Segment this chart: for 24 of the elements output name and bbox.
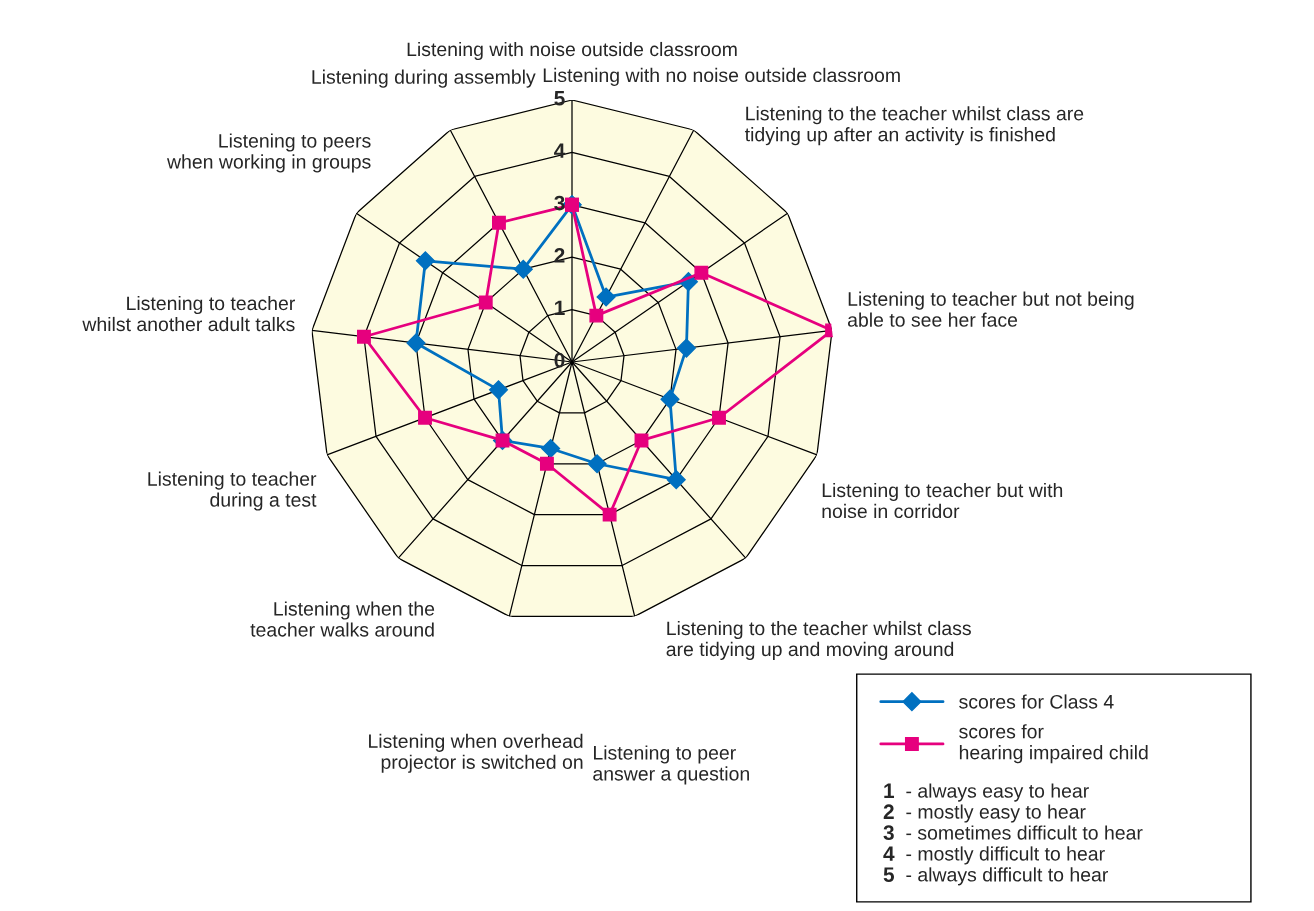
spoke-label: Listening to peers when working in groups xyxy=(166,133,371,173)
spoke-label: Listening with noise outside classroom xyxy=(407,41,737,61)
spoke-label: Listening to teacher but not being able to see her face xyxy=(847,291,1134,327)
legend-label: scores for hearing impaired child xyxy=(959,724,1148,764)
spoke-label: Listening during assembly xyxy=(312,69,536,88)
spoke-label: Listening when the teacher walks around xyxy=(250,601,435,637)
y-tick-label: 5 xyxy=(554,91,565,106)
spoke-label: Listening to teacher during a test xyxy=(148,471,317,511)
legend-label: scores for Class 4 xyxy=(959,694,1114,709)
y-tick-label: 2 xyxy=(554,248,565,263)
text: 3 - sometimes difficult to hear xyxy=(883,825,1143,841)
spoke-label: Listening to teacher whilst another adult talks xyxy=(82,295,295,332)
spoke-label: Listening to the teacher whilst class are tidying up after an activity is finished xyxy=(744,106,1084,146)
text: 2 - mostly easy to hear xyxy=(883,804,1086,823)
y-tick-label: 1 xyxy=(555,300,565,315)
spoke-label: Listening to the teacher whilst class are tidying up and moving around xyxy=(666,620,971,660)
spoke-label: Listening to teacher but with noise in corridor xyxy=(822,482,1063,519)
y-tick-label: 4 xyxy=(554,143,566,158)
text: 5 - always difficult to hear xyxy=(883,867,1108,886)
text: 4 - mostly difficult to hear xyxy=(883,846,1105,865)
text: 1 - always easy to hear xyxy=(884,783,1089,802)
spoke-label: Listening when overhead projector is switched on xyxy=(369,733,583,773)
spoke-label: Listening to peer answer a question xyxy=(593,745,749,785)
spoke-label: Listening with no noise outside classroom xyxy=(543,67,900,86)
